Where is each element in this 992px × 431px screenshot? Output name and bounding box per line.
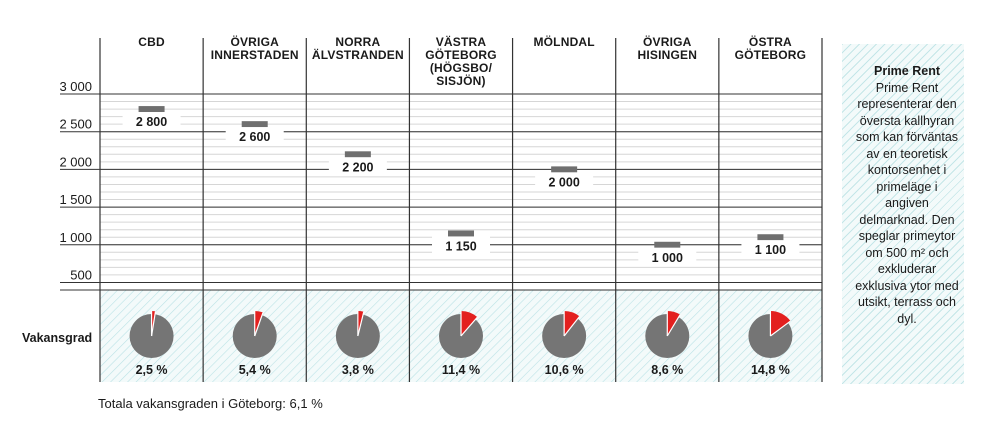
vacancy-label: 10,6 % <box>545 363 584 377</box>
pie-divider <box>666 314 681 337</box>
rent-value-label: 1 000 <box>652 251 683 265</box>
vacancy-label: 2,5 % <box>136 363 168 377</box>
rent-value-label-bg <box>225 127 284 146</box>
vacancy-row-label: Vakansgrad <box>22 331 92 345</box>
rent-value-label-bg <box>638 247 697 266</box>
pie-divider <box>770 320 791 337</box>
pie-divider <box>254 312 264 337</box>
rent-value-label: 1 150 <box>445 239 476 253</box>
prime-rent-chart: 500 1 000 1 500 2 000 2 500 3 000 CBD 2 800 2,5… <box>22 34 823 382</box>
vacancy-label: 5,4 % <box>239 363 271 377</box>
rent-value-label: 1 100 <box>755 243 786 257</box>
column-header: MÖLNDAL <box>533 34 594 49</box>
marks-layer: CBD 2 800 2,5 % ÖVRIGA INNERSTADEN 2 600 5,4 %… <box>122 34 807 377</box>
rent-value-label: 2 200 <box>342 160 373 174</box>
rent-marker <box>757 234 784 241</box>
rent-value-label-bg <box>432 236 490 255</box>
rent-marker <box>654 241 681 248</box>
vacancy-pie-slice <box>461 311 478 336</box>
rent-marker <box>138 106 165 113</box>
pie-divider <box>563 315 581 337</box>
vacancy-label: 14,8 % <box>751 363 790 377</box>
y-tick-label: 2 000 <box>59 154 92 169</box>
y-tick-label: 500 <box>70 267 92 282</box>
rent-marker <box>344 151 371 158</box>
rent-value-label: 2 800 <box>136 115 167 129</box>
rent-value-label-bg <box>741 240 800 259</box>
rent-value-label-bg <box>328 157 387 176</box>
column-header: ÖSTRA GÖTEBORG <box>735 34 807 62</box>
rent-marker <box>241 121 268 128</box>
vacancy-label: 11,4 % <box>442 363 480 377</box>
pie-divider <box>460 316 478 337</box>
grid-layer: 500 1 000 1 500 2 000 2 500 3 000 <box>59 79 822 291</box>
rent-value-label-bg <box>535 172 594 191</box>
column-header: CBD <box>138 35 165 49</box>
y-tick-label: 3 000 <box>59 79 92 94</box>
column-header: NORRA ÄLVSTRANDEN <box>312 35 404 62</box>
column-header: VÄSTRA GÖTEBORG (HÖGSBO/SISJÖN) <box>425 34 497 88</box>
total-vacancy-footnote: Totala vakansgraden i Göteborg: 6,1 % <box>98 396 323 411</box>
info-box-title: Prime Rent <box>874 64 940 78</box>
rent-value-label: 2 600 <box>239 130 270 144</box>
y-tick-label: 1 500 <box>59 192 92 207</box>
y-tick-label: 2 500 <box>59 117 92 132</box>
vacancy-pie-slice <box>770 311 791 336</box>
rent-value-label: 2 000 <box>549 175 580 189</box>
pie-divider <box>150 311 157 337</box>
column-header: ÖVRIGA INNERSTADEN <box>211 34 299 62</box>
rent-value-label-bg <box>122 112 181 131</box>
rent-marker <box>551 166 578 173</box>
prime-rent-info-box: Prime Rent Prime Rent representerar den … <box>842 44 964 384</box>
column-separators <box>99 38 823 382</box>
info-box-text: Prime Rent representerar den översta kal… <box>855 80 959 326</box>
vacancy-pie-slice <box>564 311 580 336</box>
y-tick-label: 1 000 <box>59 230 92 245</box>
vacancy-label: 3,8 % <box>342 363 374 377</box>
pie-divider <box>357 311 365 337</box>
column-header: ÖVRIGA HISINGEN <box>637 34 697 62</box>
vacancy-label: 8,6 % <box>651 363 683 377</box>
rent-marker <box>448 230 474 237</box>
